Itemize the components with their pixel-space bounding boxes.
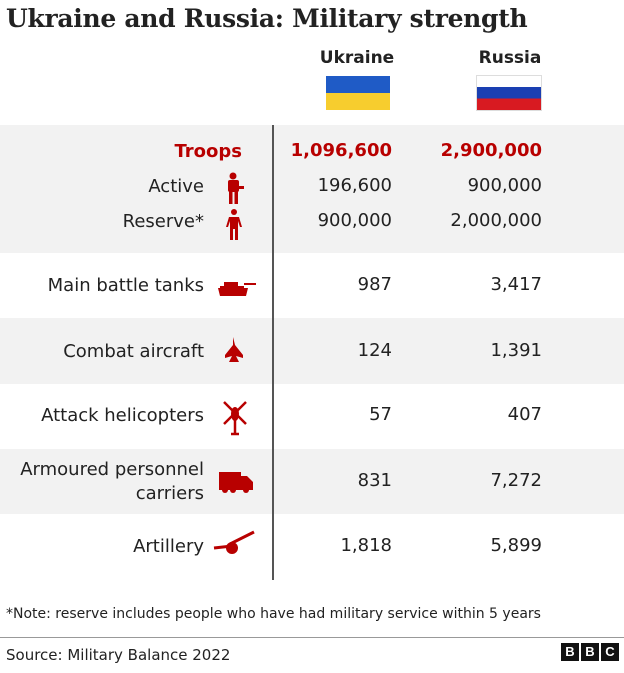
russia-flag-icon [477,76,541,110]
ukraine-artillery: 1,818 [340,535,392,556]
russia-aircraft: 1,391 [490,340,542,361]
ukraine-troops: 1,096,600 [290,140,392,161]
troops-row-bg [0,125,624,253]
row-label-active: Active [148,176,204,197]
ukraine-apc: 831 [357,470,392,491]
column-divider [272,125,274,580]
footer-divider [0,637,624,638]
ukraine-flag-icon [326,76,390,110]
soldier-icon [228,172,244,204]
row-label-aircraft: Combat aircraft [63,341,204,362]
apc-row-bg [0,449,624,514]
source-text: Source: Military Balance 2022 [6,646,231,664]
tank-icon [218,282,256,296]
ukraine-active: 196,600 [317,175,392,196]
russia-helicopters: 407 [507,404,542,425]
jet-icon [225,337,243,362]
row-label-reserve: Reserve* [122,211,204,232]
truck-icon [219,472,253,493]
russia-tanks: 3,417 [490,274,542,295]
russia-troops: 2,900,000 [440,140,542,161]
helicopter-icon [223,401,247,436]
bbc-logo-b1: B [561,643,579,661]
row-label-apc-line1: Armoured personnel [20,459,204,480]
artillery-icon [213,530,255,554]
person-icon [226,209,242,240]
row-label-tanks: Main battle tanks [47,275,204,296]
row-label-apc-line2: carriers [135,483,204,504]
russia-artillery: 5,899 [490,535,542,556]
footnote: *Note: reserve includes people who have … [6,606,541,622]
bbc-logo-b2: B [581,643,599,661]
aircraft-row-bg [0,318,624,384]
ukraine-helicopters: 57 [369,404,392,425]
row-label-helicopters: Attack helicopters [41,405,204,426]
ukraine-reserve: 900,000 [317,210,392,231]
bbc-logo-c: C [601,643,619,661]
ukraine-aircraft: 124 [357,340,392,361]
chart-title: Ukraine and Russia: Military strength [6,4,528,33]
russia-apc: 7,272 [490,470,542,491]
russia-active: 900,000 [467,175,542,196]
row-label-artillery: Artillery [133,536,204,557]
russia-reserve: 2,000,000 [450,210,542,231]
column-header-ukraine: Ukraine [319,48,395,68]
column-header-russia: Russia [478,48,542,68]
row-label-troops: Troops [174,141,242,162]
ukraine-tanks: 987 [357,274,392,295]
